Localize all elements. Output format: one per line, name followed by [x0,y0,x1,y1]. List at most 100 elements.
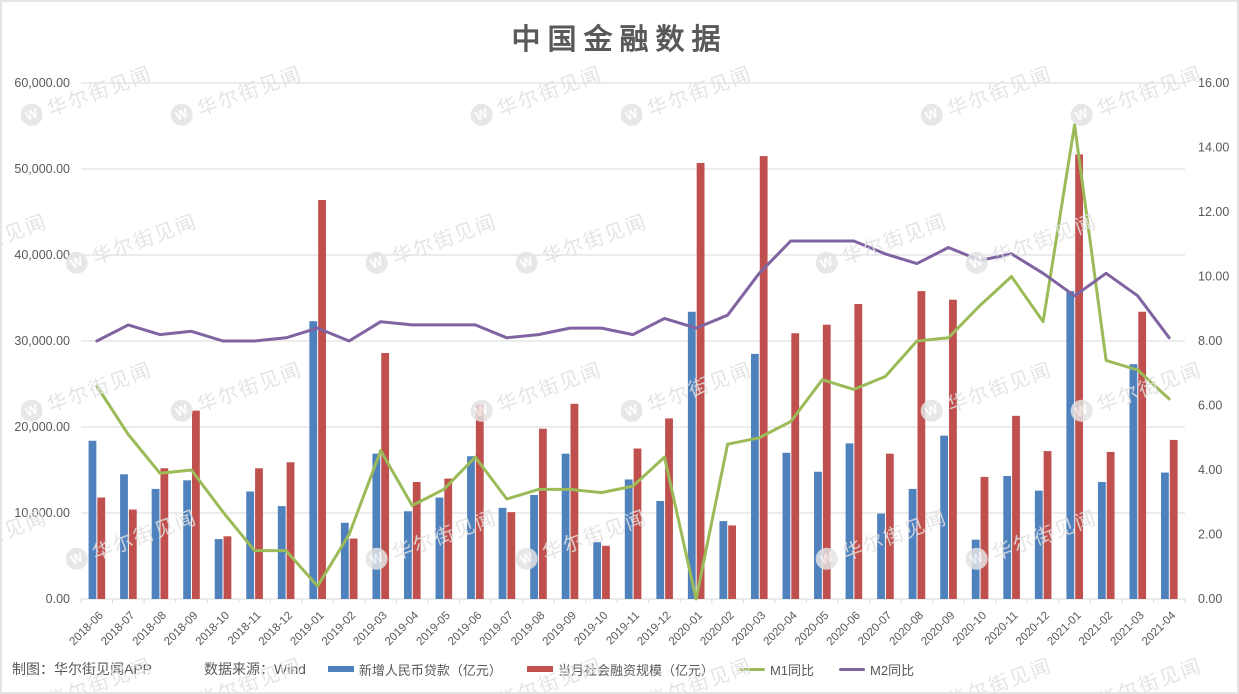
bar-social-financing-2020-10 [980,476,989,599]
bar-new-loans-2020-07 [877,513,885,599]
y-axis-label-left: 10,000.00 [14,506,70,520]
x-axis-label: 2019-06 [446,610,484,648]
bar-new-loans-2018-12 [277,506,286,599]
x-axis-label: 2021-03 [1108,610,1146,648]
bar-social-financing-2018-07 [128,509,137,599]
chart-title: 中国金融数据 [511,24,728,56]
bar-social-financing-2021-01 [1075,154,1083,599]
bar-new-loans-2021-04 [1161,472,1169,599]
bar-new-loans-2020-08 [908,488,917,599]
legend-item-new-loans: 新增人民币贷款（亿元） [327,660,502,679]
bar-new-loans-2018-08 [151,488,160,599]
x-axis-label: 2018-06 [68,610,106,648]
bar-social-financing-2019-09 [570,403,579,599]
y-axis-label-right: 4.00 [1198,463,1222,477]
x-axis-label: 2018-09 [162,610,200,648]
legend-label-m1: M1同比 [769,662,815,678]
legend-label-new-loans: 新增人民币贷款（亿元） [358,662,502,678]
bar-new-loans-2019-07 [498,507,507,599]
y-axis-label-left: 60,000.00 [14,76,70,90]
y-axis-label-right: 14.00 [1198,141,1229,155]
bar-social-financing-2019-07 [507,512,516,599]
bar-social-financing-2020-03 [759,156,768,599]
y-axis-label-left: 0.00 [46,592,70,606]
bar-new-loans-2018-07 [120,474,128,599]
bar-social-financing-2018-10 [223,536,232,599]
x-axis-label: 2019-09 [541,610,579,648]
x-axis-label: 2019-08 [509,610,547,648]
bar-new-loans-2019-01 [309,321,318,599]
bar-social-financing-2018-08 [160,468,169,599]
y-axis-label-left: 20,000.00 [14,420,70,434]
bar-new-loans-2020-01 [687,311,696,599]
x-axis-label: 2021-04 [1140,609,1179,648]
bar-social-financing-2020-08 [917,291,926,599]
bar-social-financing-2018-09 [192,410,200,599]
bar-new-loans-2019-04 [404,511,412,599]
legend-label-m2: M2同比 [870,662,915,678]
bar-social-financing-2020-06 [854,304,863,599]
bar-new-loans-2019-02 [340,522,349,599]
bar-social-financing-2021-04 [1169,439,1178,599]
bar-social-financing-2020-05 [822,324,831,599]
bar-new-loans-2019-03 [372,453,381,599]
bar-social-financing-2018-06 [97,497,106,599]
bar-new-loans-2019-06 [467,456,475,599]
x-axis-label: 2020-03 [730,610,768,648]
x-axis-label: 2020-07 [856,610,894,648]
y-axis-label-right: 6.00 [1198,399,1222,413]
source-text: 数据来源：Wind [204,661,306,677]
x-axis-label: 2020-01 [667,610,705,648]
bar-social-financing-2020-09 [949,299,957,599]
x-axis-label: 2020-09 [919,610,957,648]
bar-social-financing-2020-01 [696,162,705,599]
bar-social-financing-2021-02 [1106,451,1115,599]
bar-new-loans-2020-04 [782,452,791,599]
x-axis-label: 2019-01 [288,610,326,648]
bar-social-financing-2019-02 [349,538,358,599]
bar-new-loans-2021-01 [1066,291,1075,599]
bar-social-financing-2018-12 [286,462,295,599]
bar-social-financing-2020-07 [885,453,894,599]
bar-new-loans-2020-03 [750,353,759,599]
bar-social-financing-2019-12 [665,418,673,599]
bar-social-financing-2019-04 [412,482,421,599]
line-m1-yoy [95,123,1171,601]
y-axis-label-right: 2.00 [1198,528,1222,542]
bar-new-loans-2019-05 [435,497,444,599]
bar-new-loans-2019-11 [624,479,633,599]
footer: 制图：华尔街见闻APP 数据来源：Wind 新增人民币贷款（亿元） 当月社会融资… [12,659,1233,679]
bar-social-financing-2019-01 [318,199,326,599]
bar-social-financing-2020-12 [1043,451,1052,599]
bar-social-financing-2019-06 [475,404,484,599]
bar-social-financing-2018-11 [255,468,263,599]
social-financing-swatch [526,666,553,672]
bar-social-financing-2020-11 [1012,415,1020,599]
loans-swatch [327,666,354,672]
x-axis-label: 2019-03 [351,610,389,648]
m1-swatch [738,667,765,671]
bar-social-financing-2019-03 [381,353,390,599]
y-axis-label-right: 12.00 [1198,205,1229,219]
legend-label-social-financing: 当月社会融资规模（亿元） [557,662,714,678]
bar-social-financing-2020-04 [791,333,800,599]
x-axis-label: 2021-02 [1077,610,1115,648]
bar-new-loans-2020-12 [1034,490,1043,599]
bar-social-financing-2020-02 [728,525,737,599]
x-axis-label: 2018-08 [131,610,169,648]
bar-new-loans-2018-09 [183,480,191,599]
x-axis-label: 2020-08 [888,610,926,648]
x-axis-label: 2019-12 [635,610,673,648]
x-axis-label: 2019-02 [320,610,358,648]
x-axis-label: 2020-10 [951,610,989,648]
bar-new-loans-2020-02 [719,521,728,599]
y-axis-label-left: 40,000.00 [14,248,70,262]
x-axis-label: 2020-02 [698,610,736,648]
x-axis-label: 2020-12 [1014,610,1052,648]
bar-social-financing-2019-05 [444,478,453,599]
x-axis-label: 2020-05 [793,610,831,648]
bar-social-financing-2019-08 [538,428,547,599]
bar-new-loans-2019-08 [530,494,538,599]
bar-new-loans-2020-10 [971,539,980,599]
